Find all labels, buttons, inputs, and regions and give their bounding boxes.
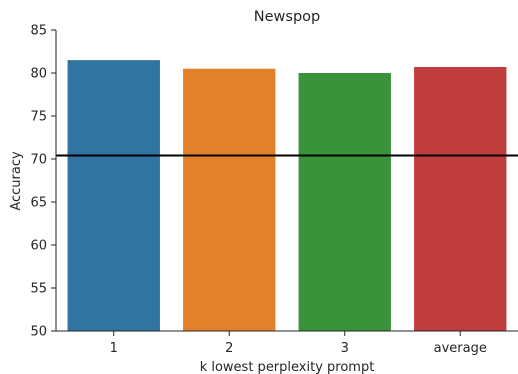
chart-title: Newspop [254, 9, 320, 25]
bar-average [414, 66, 507, 331]
x-axis-label: k lowest perplexity prompt [200, 360, 375, 374]
x-tick-label: 3 [341, 341, 349, 356]
x-ticks-group: 1 2 3 average [110, 331, 487, 356]
y-tick-label: 80 [30, 67, 47, 82]
x-tick-label: average [434, 341, 487, 356]
x-tick-label: 2 [225, 341, 233, 356]
y-tick-label: 50 [30, 325, 47, 340]
bar-1 [67, 60, 160, 331]
bar-3 [298, 73, 391, 331]
bar-2 [183, 68, 276, 331]
y-tick-label: 85 [30, 24, 47, 39]
y-tick-label: 65 [30, 196, 47, 211]
y-tick-label: 75 [30, 110, 47, 125]
y-tick-label: 70 [30, 153, 47, 168]
y-ticks-group: 50 55 60 65 70 75 80 85 [30, 24, 56, 340]
bars-group [67, 60, 507, 331]
y-axis-label: Accuracy [9, 151, 24, 211]
y-tick-label: 60 [30, 239, 47, 254]
y-tick-label: 55 [30, 282, 47, 297]
x-tick-label: 1 [110, 341, 118, 356]
